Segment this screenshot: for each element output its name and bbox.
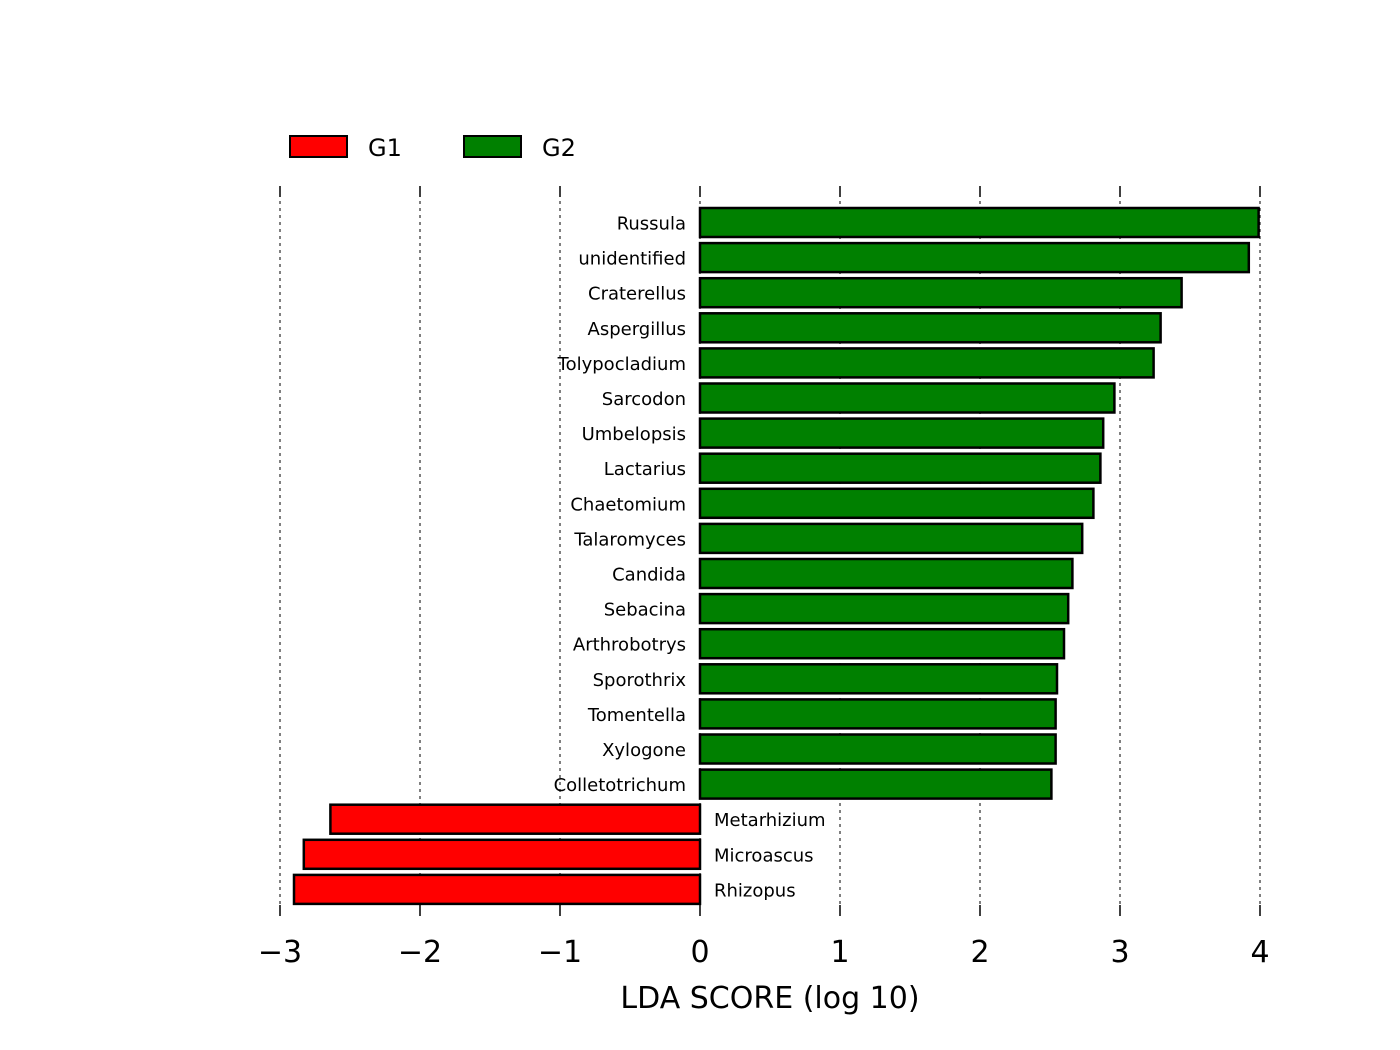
bar-candida <box>698 557 1074 590</box>
bar-label-aspergillus: Aspergillus <box>588 319 687 340</box>
bar-craterellus <box>698 276 1183 309</box>
bars <box>292 206 1260 906</box>
x-tick-label: 2 <box>970 935 989 970</box>
bar-tolypocladium <box>698 347 1155 379</box>
bar-sarcodon <box>698 382 1116 414</box>
bar-chaetomium <box>698 487 1095 520</box>
legend-swatch-g2 <box>463 135 522 158</box>
bar-label-xylogone: Xylogone <box>602 740 686 761</box>
bar-label-unidentified: unidentified <box>578 249 686 270</box>
x-axis: −3 −2 −1 0 1 2 3 4 <box>258 935 1270 970</box>
bar-label-sarcodon: Sarcodon <box>602 389 686 410</box>
bar-label-sebacina: Sebacina <box>604 600 686 621</box>
legend-swatch-g1 <box>289 135 348 158</box>
bar-microascus <box>302 838 702 871</box>
bar-arthrobotrys <box>698 627 1066 660</box>
bar-label-arthrobotrys: Arthrobotrys <box>573 635 686 656</box>
x-tick-label: 3 <box>1110 935 1129 970</box>
bar-umbelopsis <box>698 417 1105 449</box>
bar-rhizopus <box>292 873 702 906</box>
bar-sporothrix <box>698 663 1059 695</box>
bar-label-tomentella: Tomentella <box>587 705 686 726</box>
bar-label-colletotrichum: Colletotrichum <box>554 775 686 796</box>
bar-label-microascus: Microascus <box>714 845 814 866</box>
bar-label-craterellus: Craterellus <box>588 284 686 305</box>
legend-label-g2: G2 <box>542 134 576 162</box>
bar-xylogone <box>698 733 1057 765</box>
bar-label-chaetomium: Chaetomium <box>570 494 686 515</box>
legend: G1 G2 <box>289 134 576 162</box>
bar-label-umbelopsis: Umbelopsis <box>582 424 686 445</box>
bar-label-russula: Russula <box>617 214 686 235</box>
x-tick-label: −3 <box>258 935 302 970</box>
bar-aspergillus <box>698 312 1162 344</box>
bar-russula <box>698 206 1260 239</box>
x-tick-label: 0 <box>690 935 709 970</box>
bar-label-tolypocladium: Tolypocladium <box>557 354 686 375</box>
legend-label-g1: G1 <box>368 134 402 162</box>
bar-unidentified <box>698 241 1251 274</box>
bar-tomentella <box>698 698 1057 730</box>
bar-colletotrichum <box>698 768 1053 800</box>
bar-metarhizium <box>329 803 702 835</box>
bar-label-talaromyces: Talaromyces <box>573 529 686 550</box>
bar-labels: Russula unidentified Craterellus Aspergillu… <box>554 214 826 902</box>
x-tick-label: −2 <box>398 935 442 970</box>
bar-label-lactarius: Lactarius <box>604 459 686 480</box>
bar-label-rhizopus: Rhizopus <box>714 880 796 901</box>
bar-sebacina <box>698 592 1070 625</box>
bar-lactarius <box>698 452 1102 484</box>
x-tick-label: 1 <box>830 935 849 970</box>
x-tick-label: 4 <box>1250 935 1269 970</box>
bar-label-candida: Candida <box>612 565 686 586</box>
bar-talaromyces <box>698 522 1084 555</box>
x-axis-title: LDA SCORE (log 10) <box>620 981 919 1016</box>
x-tick-label: −1 <box>538 935 582 970</box>
bar-label-metarhizium: Metarhizium <box>714 810 826 831</box>
bar-label-sporothrix: Sporothrix <box>593 670 687 691</box>
